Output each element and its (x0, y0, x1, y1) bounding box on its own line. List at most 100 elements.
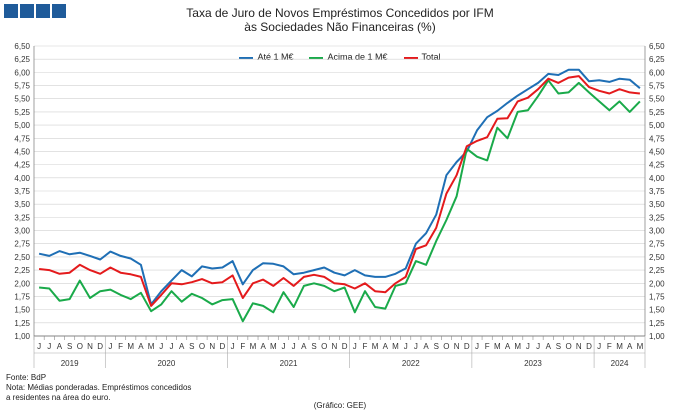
y-tick-label-right: 4,75 (649, 134, 665, 143)
x-tick-label: O (199, 342, 205, 351)
y-tick-label-right: 5,50 (649, 95, 665, 104)
y-tick-label-left: 5,75 (14, 82, 30, 91)
y-tick-label-left: 4,00 (14, 174, 30, 183)
x-tick-label: A (627, 342, 633, 351)
y-tick-label-right: 6,50 (649, 42, 665, 51)
y-tick-label-right: 3,50 (649, 200, 665, 209)
year-label: 2019 (61, 359, 79, 368)
series-line-1 (38, 68, 641, 306)
chart-legend: Até 1 M€ Acima de 1 M€ Total (0, 52, 680, 62)
legend-label: Acima de 1 M€ (327, 52, 388, 62)
y-tick-label-left: 3,50 (14, 200, 30, 209)
y-tick-label-left: 4,75 (14, 134, 30, 143)
x-tick-label: D (464, 342, 470, 351)
x-tick-label: O (321, 342, 327, 351)
series-line-2 (39, 79, 641, 323)
y-tick-label-right: 2,00 (649, 279, 665, 288)
legend-item-2: Acima de 1 M€ (309, 52, 388, 62)
y-tick-label-right: 3,25 (649, 213, 665, 222)
x-tick-label: S (189, 342, 194, 351)
y-tick-label-left: 4,25 (14, 161, 30, 170)
x-tick-label: M (148, 342, 155, 351)
x-tick-label: J (37, 342, 41, 351)
x-tick-label: S (434, 342, 439, 351)
header-square-4 (52, 4, 66, 18)
y-tick-label-right: 2,75 (649, 240, 665, 249)
chart-title-line1: Taxa de Juro de Novos Empréstimos Conced… (186, 6, 494, 20)
y-tick-label-left: 5,25 (14, 108, 30, 117)
y-tick-label-left: 1,50 (14, 306, 30, 315)
y-tick-label-right: 2,25 (649, 266, 665, 275)
y-tick-label-right: 2,50 (649, 253, 665, 262)
x-tick-label: J (526, 342, 530, 351)
year-label: 2022 (402, 359, 420, 368)
x-tick-label: A (383, 342, 389, 351)
x-tick-label: M (494, 342, 501, 351)
y-tick-label-left: 6,50 (14, 42, 30, 51)
x-tick-label: M (392, 342, 399, 351)
legend-swatch (403, 56, 418, 59)
y-tick-label-right: 5,25 (649, 108, 665, 117)
x-tick-label: N (332, 342, 338, 351)
y-tick-label-left: 1,25 (14, 319, 30, 328)
x-tick-label: J (536, 342, 540, 351)
y-tick-label-left: 3,00 (14, 227, 30, 236)
y-tick-label-left: 1,75 (14, 292, 30, 301)
x-tick-label: N (209, 342, 215, 351)
x-tick-label: F (607, 342, 612, 351)
y-tick-label-right: 4,00 (649, 174, 665, 183)
y-tick-label-left: 3,25 (14, 213, 30, 222)
x-tick-label: J (353, 342, 357, 351)
y-tick-label-left: 4,50 (14, 147, 30, 156)
y-tick-label-left: 2,25 (14, 266, 30, 275)
x-tick-label: A (546, 342, 552, 351)
y-tick-label-right: 3,75 (649, 187, 665, 196)
x-tick-label: J (231, 342, 235, 351)
x-tick-label: M (372, 342, 379, 351)
legend-item-1: Até 1 M€ (239, 52, 293, 62)
x-tick-label: N (576, 342, 582, 351)
y-tick-label-left: 3,75 (14, 187, 30, 196)
y-tick-label-left: 5,00 (14, 121, 30, 130)
x-tick-label: A (423, 342, 429, 351)
x-tick-label: O (566, 342, 572, 351)
header-square-2 (20, 4, 34, 18)
x-tick-label: J (169, 342, 173, 351)
y-tick-label-right: 5,75 (649, 82, 665, 91)
y-tick-label-left: 5,50 (14, 95, 30, 104)
y-tick-label-right: 1,25 (649, 319, 665, 328)
year-label: 2023 (524, 359, 542, 368)
chart-title: Taxa de Juro de Novos Empréstimos Conced… (0, 6, 680, 34)
x-tick-label: J (292, 342, 296, 351)
x-tick-label: J (108, 342, 112, 351)
y-tick-label-right: 6,25 (649, 55, 665, 64)
header-square-3 (36, 4, 50, 18)
header-square-1 (4, 4, 18, 18)
year-label: 2021 (280, 359, 298, 368)
x-tick-label: J (47, 342, 51, 351)
y-tick-label-right: 4,25 (649, 161, 665, 170)
y-tick-label-right: 3,00 (649, 227, 665, 236)
x-tick-label: S (556, 342, 561, 351)
x-tick-label: F (240, 342, 245, 351)
x-tick-label: J (159, 342, 163, 351)
legend-swatch (309, 56, 324, 59)
year-label: 2024 (611, 359, 629, 368)
y-tick-label-left: 6,25 (14, 55, 30, 64)
series-line-3 (38, 75, 641, 307)
y-tick-label-right: 6,00 (649, 68, 665, 77)
x-tick-label: M (616, 342, 623, 351)
x-tick-label: J (404, 342, 408, 351)
legend-swatch (239, 56, 254, 59)
y-tick-label-left: 2,00 (14, 279, 30, 288)
x-tick-label: A (57, 342, 63, 351)
chart-title-line2: às Sociedades Não Financeiras (%) (244, 20, 436, 34)
y-tick-label-left: 6,00 (14, 68, 30, 77)
x-tick-label: N (87, 342, 93, 351)
y-tick-label-left: 2,50 (14, 253, 30, 262)
x-tick-label: A (301, 342, 307, 351)
y-tick-label-right: 1,50 (649, 306, 665, 315)
year-label: 2020 (157, 359, 175, 368)
x-tick-label: D (220, 342, 226, 351)
